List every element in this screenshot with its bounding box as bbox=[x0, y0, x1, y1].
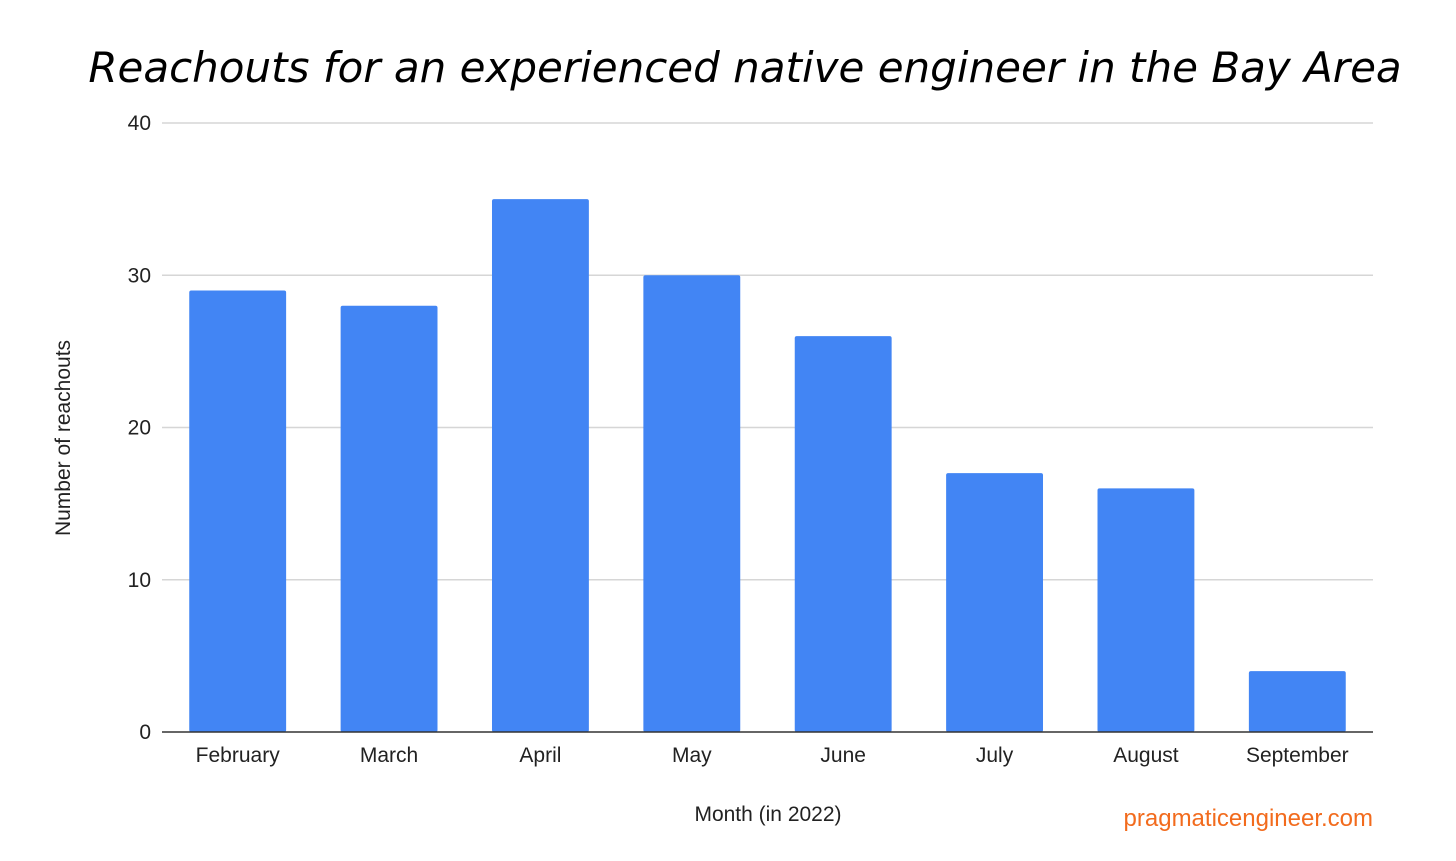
y-tick-label: 0 bbox=[139, 721, 151, 744]
x-tick-label-april: April bbox=[519, 744, 561, 767]
x-tick-label-august: August bbox=[1113, 744, 1179, 767]
x-tick-label-may: May bbox=[672, 744, 712, 767]
y-tick-label: 20 bbox=[128, 417, 151, 440]
x-tick-label-july: July bbox=[976, 744, 1014, 767]
y-tick-label: 10 bbox=[128, 569, 151, 592]
bar-july bbox=[946, 473, 1044, 732]
y-axis-label: Number of reachouts bbox=[52, 340, 75, 536]
y-tick-label: 40 bbox=[128, 112, 151, 135]
y-axis-ticks: 0 10 20 30 40 bbox=[128, 112, 151, 744]
bars bbox=[189, 199, 1346, 732]
bar-june bbox=[794, 336, 892, 732]
watermark-text: pragmaticengineer.com bbox=[1124, 805, 1373, 832]
bar-april bbox=[491, 199, 589, 732]
chart-title: Reachouts for an experienced native engi… bbox=[88, 43, 1401, 92]
x-tick-label-september: September bbox=[1246, 744, 1349, 767]
x-axis-ticks: February March April May June July August Septe… bbox=[196, 744, 1349, 767]
x-axis-label: Month (in 2022) bbox=[694, 803, 841, 826]
bar-february bbox=[189, 290, 287, 732]
bar-may bbox=[643, 275, 741, 732]
bar-august bbox=[1097, 488, 1195, 732]
x-tick-label-february: February bbox=[196, 744, 281, 767]
x-tick-label-march: March bbox=[360, 744, 418, 767]
y-tick-label: 30 bbox=[128, 264, 151, 287]
bar-march bbox=[340, 305, 438, 732]
x-tick-label-june: June bbox=[820, 744, 866, 767]
bar-september bbox=[1248, 671, 1346, 732]
